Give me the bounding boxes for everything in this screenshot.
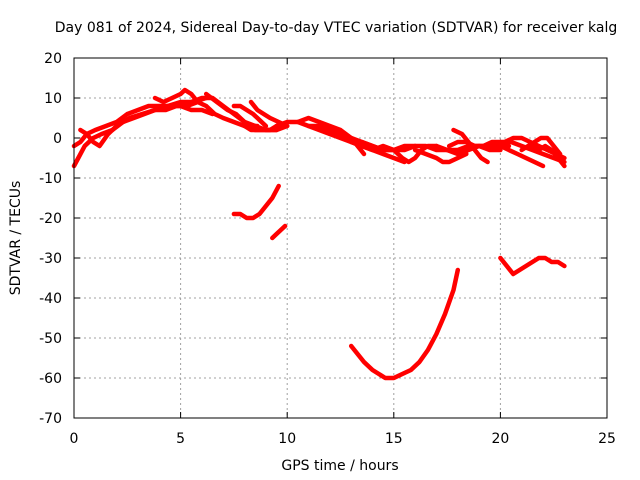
series-arc-1	[71, 103, 215, 149]
y-tick-label: -40	[39, 291, 62, 307]
series-arc-27	[498, 255, 567, 277]
x-tick-label: 10	[278, 431, 296, 447]
x-tick-label: 5	[176, 431, 185, 447]
series-arc-7	[231, 103, 269, 129]
series-arc-22	[519, 135, 563, 157]
series-arc-8	[242, 123, 279, 133]
y-tick-label: 0	[53, 131, 62, 147]
x-tick-label: 15	[385, 431, 403, 447]
series-arc-15	[412, 147, 469, 165]
x-tick-label: 0	[70, 431, 79, 447]
x-tick-label: 25	[598, 431, 616, 447]
y-tick-label: -70	[39, 411, 62, 427]
series-arc-13	[348, 139, 439, 165]
ticks: 0 5 10 15 20 25 -70 -60 -50 -40 -30 -20 -10 0 10 20	[39, 51, 616, 447]
x-tick-label: 20	[491, 431, 509, 447]
y-tick-label: -60	[39, 371, 62, 387]
chart-title: Day 081 of 2024, Sidereal Day-to-day VTE…	[55, 20, 617, 36]
y-tick-label: -10	[39, 171, 62, 187]
series-arc-23	[530, 143, 567, 169]
plot-frame	[73, 57, 608, 419]
series-arc-26	[348, 267, 461, 381]
y-tick-label: -30	[39, 251, 62, 267]
series-arc-25	[270, 223, 288, 241]
series-arc-16	[434, 143, 503, 157]
series-layer	[71, 87, 567, 381]
series-arc-6	[203, 91, 260, 129]
y-tick-label: -20	[39, 211, 62, 227]
series-arc-20	[498, 143, 546, 169]
y-tick-label: 20	[44, 51, 62, 67]
series-arc-24	[231, 183, 281, 221]
y-tick-label: 10	[44, 91, 62, 107]
series-arc-3	[78, 95, 209, 149]
y-tick-label: -50	[39, 331, 62, 347]
x-axis-label: GPS time / hours	[281, 458, 398, 474]
y-axis-label: SDTVAR / TECUs	[8, 181, 24, 296]
